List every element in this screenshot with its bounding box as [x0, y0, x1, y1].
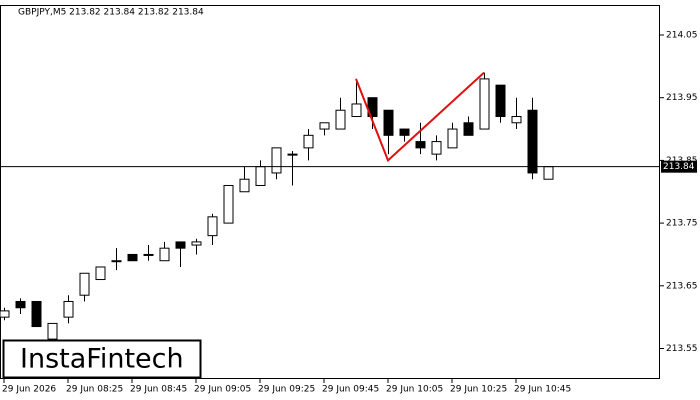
candle-body: [127, 253, 138, 262]
candle-body: [463, 122, 474, 136]
candle-body: [431, 141, 442, 155]
candle-body: [447, 128, 458, 149]
y-tick-label: 213.65: [666, 281, 698, 291]
candle-body: [271, 147, 282, 174]
logo: InstaFintech: [20, 344, 184, 375]
logo-box: [2, 339, 202, 379]
candle-body: [79, 272, 90, 296]
candle-body: [175, 241, 186, 249]
candle-body: [527, 109, 538, 174]
y-tick-label: 214.05: [666, 31, 698, 41]
price-label: 213.84: [663, 162, 695, 172]
candle-body: [191, 241, 202, 246]
y-tick-label: 213.95: [666, 93, 698, 103]
x-tick-label: 29 Jun 10:45: [514, 385, 571, 395]
candle-body: [335, 109, 346, 130]
candle-body: [111, 260, 122, 263]
x-tick-label: 29 Jun 09:05: [194, 385, 251, 395]
candle-body: [143, 253, 154, 256]
candle-body: [47, 322, 58, 340]
candle-body: [63, 300, 74, 318]
x-tick-label: 29 Jun 09:45: [322, 385, 379, 395]
candle-body: [207, 216, 218, 237]
candle-body: [511, 116, 522, 124]
y-tick-label: 213.55: [666, 344, 698, 354]
x-tick-label: 29 Jun 2026: [2, 385, 56, 395]
candle-body: [239, 178, 250, 193]
candle-body: [495, 84, 506, 118]
plot-frame: [0, 5, 660, 379]
x-tick-label: 29 Jun 08:25: [66, 385, 123, 395]
candle-body: [543, 166, 554, 180]
candle-body: [287, 153, 298, 156]
candle-body: [319, 122, 330, 130]
candle-body: [31, 300, 42, 328]
y-tick-label: 213.75: [666, 219, 698, 229]
x-tick-label: 29 Jun 09:25: [258, 385, 315, 395]
candle-body: [415, 141, 426, 149]
candle-body: [223, 184, 234, 224]
candle-body: [95, 266, 106, 281]
x-tick-label: 29 Jun 08:45: [130, 385, 187, 395]
pattern-line: [355, 71, 485, 163]
candle-body: [479, 78, 490, 130]
candle-body: [255, 166, 266, 186]
candle-body: [15, 300, 26, 309]
candle-body: [399, 128, 410, 136]
x-tick-label: 29 Jun 10:05: [386, 385, 443, 395]
candle-body: [303, 134, 314, 149]
candle-body: [0, 310, 10, 318]
candle-body: [351, 103, 362, 118]
price-label-box: [661, 160, 697, 173]
candle-body: [159, 247, 170, 262]
candle-body: [383, 109, 394, 136]
x-tick-label: 29 Jun 10:25: [450, 385, 507, 395]
chart-title: GBPJPY,M5 213.82 213.84 213.82 213.84: [18, 8, 204, 18]
